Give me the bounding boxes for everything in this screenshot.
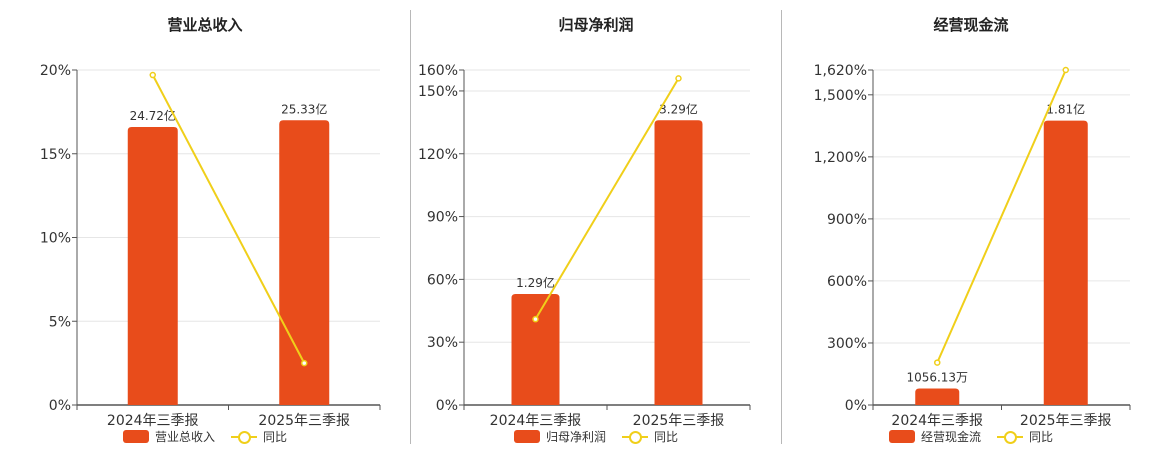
legend-bar-label: 营业总收入 — [154, 430, 215, 444]
y-tick-label: 90% — [427, 210, 458, 226]
legend-line-label: 同比 — [654, 430, 679, 444]
y-tick-label: 900% — [827, 212, 867, 228]
bar — [1043, 120, 1088, 406]
legend-line-swatch — [997, 430, 1023, 444]
y-tick-label: 60% — [427, 272, 458, 288]
chart-title: 营业总收入 — [167, 16, 243, 34]
legend: 归母净利润 同比 — [411, 428, 781, 445]
y-tick-label: 120% — [418, 147, 458, 163]
yoy-point — [301, 359, 308, 367]
y-tick-label: 5% — [49, 314, 71, 330]
y-tick-label: 1,500% — [814, 88, 867, 104]
yoy-line — [936, 69, 1067, 364]
chart-svg: 0% 5% 10% 15% 20% 2024年三季报 2025年三季报 24.72亿 25.33… — [40, 63, 381, 429]
y-tick-label: 0% — [436, 398, 458, 414]
x-category-label: 2024年三季报 — [107, 413, 199, 429]
chart-svg: 0% 300% 600% 900% 1,200% 1,500% 1,620% 2024年三季报… — [814, 63, 1131, 429]
bar-data-label: 1056.13万 — [906, 370, 968, 384]
legend-line-label: 同比 — [1029, 430, 1054, 444]
y-tick-label: 20% — [40, 63, 71, 79]
chart-panel-operating-cashflow: 经营现金流 0% 300% 600% 900% 1,200% 1,500% 1,620% 20… — [782, 0, 1160, 450]
chart-panel-revenue: 营业总收入 0% 5% 10% 15% 20% 2024年三季报 2025年三季报 24.72… — [0, 0, 410, 450]
y-tick-label: 15% — [40, 147, 71, 163]
x-category-label: 2025年三季报 — [1020, 413, 1112, 429]
chart-svg: 0% 30% 60% 90% 120% 150% 160% 2024年三季报 2025年三季报 1… — [418, 63, 751, 429]
y-tick-label: 10% — [40, 231, 71, 247]
yoy-line — [534, 77, 680, 320]
legend-line-swatch — [231, 430, 257, 444]
x-category-label: 2024年三季报 — [490, 413, 582, 429]
bar-data-label: 3.29亿 — [659, 101, 698, 116]
chart-title: 经营现金流 — [933, 16, 1009, 34]
chart-title: 归母净利润 — [558, 16, 634, 34]
bar — [127, 126, 178, 405]
yoy-point — [149, 71, 156, 79]
x-category-label: 2024年三季报 — [891, 413, 983, 429]
bar — [915, 388, 960, 405]
y-tick-label: 300% — [827, 336, 867, 352]
legend-bar-label: 经营现金流 — [920, 430, 981, 444]
yoy-point — [675, 75, 682, 82]
legend-line-swatch — [622, 430, 648, 444]
panel-divider — [781, 10, 782, 444]
y-tick-label: 160% — [418, 63, 458, 79]
legend: 营业总收入 同比 — [0, 428, 410, 445]
y-tick-label: 1,200% — [814, 150, 867, 166]
x-category-label: 2025年三季报 — [633, 413, 725, 429]
bar-data-label: 1.81亿 — [1046, 102, 1085, 117]
legend: 经营现金流 同比 — [782, 428, 1160, 445]
yoy-point — [1062, 66, 1069, 74]
y-tick-label: 150% — [418, 84, 458, 100]
legend-bar-label: 归母净利润 — [545, 430, 606, 444]
bar — [279, 120, 330, 405]
y-tick-label: 1,620% — [814, 63, 867, 79]
bar-data-label: 1.29亿 — [516, 275, 555, 290]
y-tick-label: 0% — [49, 398, 71, 414]
bar — [654, 120, 703, 405]
bar — [511, 294, 560, 405]
chart-panel-net-profit: 归母净利润 0% 30% 60% 90% 120% 150% 160% 2024年三季报 202… — [411, 0, 781, 450]
bar-data-label: 24.72亿 — [130, 108, 176, 123]
y-tick-label: 600% — [827, 274, 867, 290]
yoy-point — [934, 359, 941, 366]
legend-line-label: 同比 — [263, 430, 288, 444]
y-tick-label: 30% — [427, 335, 458, 351]
y-tick-label: 0% — [845, 398, 867, 414]
legend-bar-swatch — [888, 430, 915, 443]
legend-bar-swatch — [122, 430, 149, 443]
bar-data-label: 25.33亿 — [281, 101, 327, 116]
yoy-line — [151, 74, 306, 364]
legend-bar-swatch — [513, 430, 540, 443]
yoy-point — [532, 315, 539, 323]
panel-divider — [410, 10, 411, 444]
x-category-label: 2025年三季报 — [258, 413, 350, 429]
